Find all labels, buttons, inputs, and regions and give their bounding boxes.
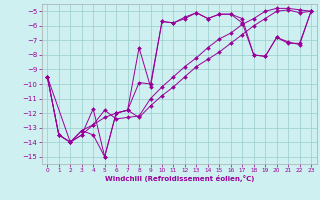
X-axis label: Windchill (Refroidissement éolien,°C): Windchill (Refroidissement éolien,°C) (105, 175, 254, 182)
